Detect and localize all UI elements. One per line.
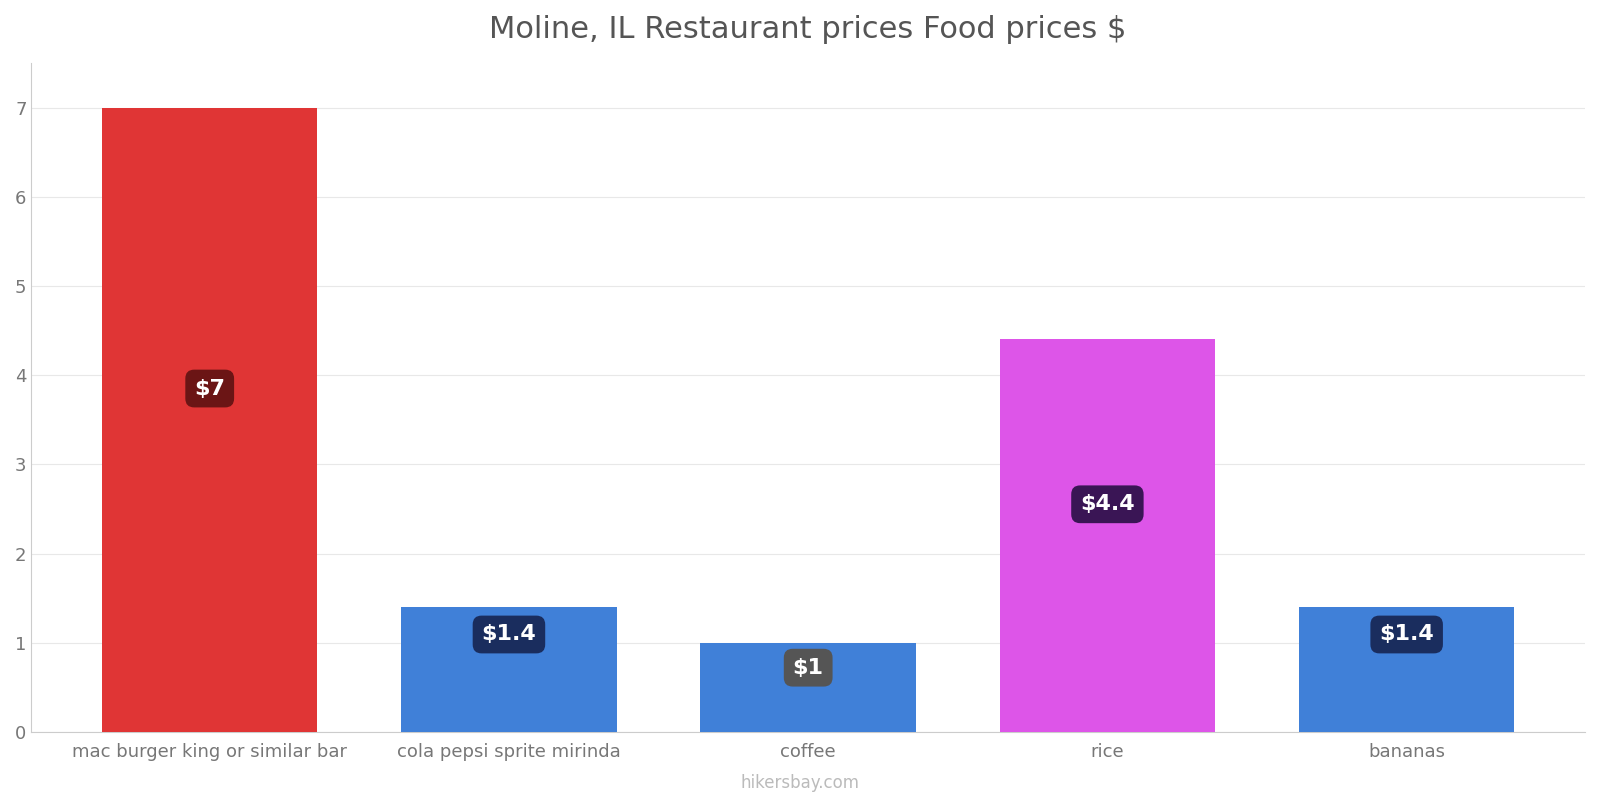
Bar xyxy=(701,642,915,732)
Bar xyxy=(102,107,317,732)
Bar xyxy=(1000,339,1214,732)
Text: $1: $1 xyxy=(792,658,824,678)
Bar xyxy=(402,607,616,732)
Title: Moline, IL Restaurant prices Food prices $: Moline, IL Restaurant prices Food prices… xyxy=(490,15,1126,44)
Text: $1.4: $1.4 xyxy=(482,625,536,645)
Bar xyxy=(1299,607,1514,732)
Text: $4.4: $4.4 xyxy=(1080,494,1134,514)
Text: $1.4: $1.4 xyxy=(1379,625,1434,645)
Text: $7: $7 xyxy=(194,378,226,398)
Text: hikersbay.com: hikersbay.com xyxy=(741,774,859,792)
